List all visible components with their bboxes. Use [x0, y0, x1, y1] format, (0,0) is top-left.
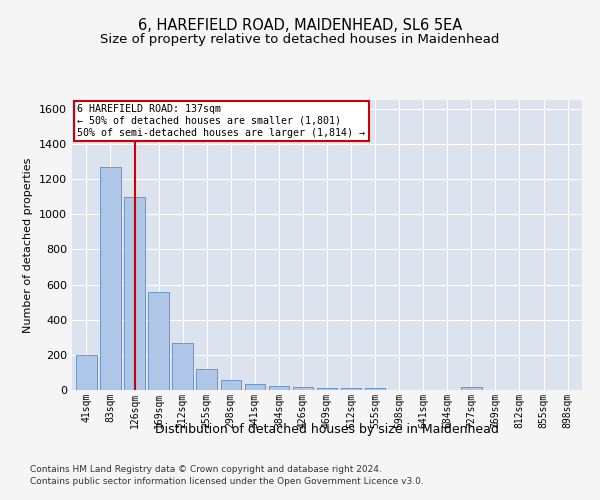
Text: 6 HAREFIELD ROAD: 137sqm
← 50% of detached houses are smaller (1,801)
50% of sem: 6 HAREFIELD ROAD: 137sqm ← 50% of detach… — [77, 104, 365, 138]
Text: Size of property relative to detached houses in Maidenhead: Size of property relative to detached ho… — [100, 32, 500, 46]
Y-axis label: Number of detached properties: Number of detached properties — [23, 158, 34, 332]
Bar — [148, 292, 169, 390]
Bar — [269, 386, 289, 390]
Bar — [76, 355, 97, 390]
Text: Contains HM Land Registry data © Crown copyright and database right 2024.: Contains HM Land Registry data © Crown c… — [30, 466, 382, 474]
Bar — [172, 342, 193, 390]
Bar — [124, 196, 145, 390]
Bar — [245, 384, 265, 390]
Bar — [293, 388, 313, 390]
Bar — [341, 388, 361, 390]
Bar — [221, 380, 241, 390]
Text: Distribution of detached houses by size in Maidenhead: Distribution of detached houses by size … — [155, 422, 499, 436]
Bar — [317, 388, 337, 390]
Bar — [196, 369, 217, 390]
Text: 6, HAREFIELD ROAD, MAIDENHEAD, SL6 5EA: 6, HAREFIELD ROAD, MAIDENHEAD, SL6 5EA — [138, 18, 462, 32]
Bar — [365, 388, 385, 390]
Bar — [100, 167, 121, 390]
Text: Contains public sector information licensed under the Open Government Licence v3: Contains public sector information licen… — [30, 477, 424, 486]
Bar — [461, 387, 482, 390]
